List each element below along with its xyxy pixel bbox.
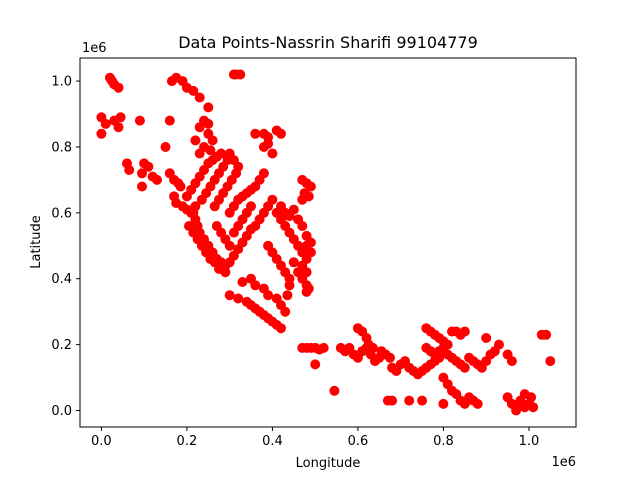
data-point bbox=[209, 201, 220, 212]
data-point bbox=[96, 128, 107, 139]
data-point bbox=[190, 135, 201, 146]
y-tick-label: 1.0 bbox=[51, 75, 72, 90]
data-point bbox=[481, 333, 492, 343]
data-point bbox=[258, 142, 269, 152]
x-tick-label: 0.8 bbox=[433, 434, 454, 449]
data-point bbox=[258, 168, 269, 179]
data-point bbox=[224, 240, 235, 251]
y-axis-offset-label: 1e6 bbox=[82, 41, 107, 56]
data-point bbox=[506, 356, 517, 367]
x-axis-offset-label: 1e6 bbox=[551, 455, 576, 470]
data-point bbox=[160, 142, 171, 152]
plot-area: 0.0 0.2 0.4 0.6 0.8 1.0 0.0 0.2 0.4 0.6 0.8 1.0 bbox=[51, 57, 577, 449]
data-point bbox=[115, 112, 126, 123]
data-point bbox=[124, 165, 135, 175]
data-point bbox=[459, 326, 470, 337]
data-point bbox=[207, 135, 218, 146]
data-point bbox=[303, 283, 314, 294]
data-point bbox=[297, 194, 308, 205]
data-point bbox=[494, 339, 504, 350]
data-point bbox=[233, 293, 244, 304]
data-point bbox=[113, 122, 124, 133]
data-point bbox=[246, 201, 256, 212]
data-point bbox=[528, 402, 539, 413]
data-point bbox=[137, 168, 147, 179]
data-point bbox=[459, 362, 470, 373]
points-layer bbox=[96, 69, 556, 416]
data-point bbox=[263, 290, 274, 301]
x-tick-label: 0.4 bbox=[262, 434, 283, 449]
data-point bbox=[237, 277, 248, 287]
data-point bbox=[250, 280, 261, 291]
data-point bbox=[305, 181, 316, 192]
data-point bbox=[203, 102, 214, 113]
y-tick-label: 0.6 bbox=[51, 206, 72, 221]
chart-title: Data Points-Nassrin Sharifi 99104779 bbox=[178, 33, 478, 52]
data-point bbox=[205, 145, 216, 156]
data-point bbox=[385, 352, 395, 363]
data-point bbox=[194, 92, 205, 103]
data-point bbox=[188, 85, 199, 96]
data-point bbox=[526, 392, 537, 403]
data-point bbox=[216, 148, 227, 159]
y-tick-label: 0.4 bbox=[51, 272, 72, 287]
data-point bbox=[194, 148, 205, 159]
x-tick-label: 1.0 bbox=[519, 434, 540, 449]
x-tick-label: 0.6 bbox=[348, 434, 369, 449]
y-axis-label: Latitude bbox=[29, 215, 44, 269]
y-axis-ticks: 0.0 0.2 0.4 0.6 0.8 1.0 bbox=[51, 75, 80, 419]
data-point bbox=[224, 290, 235, 301]
data-point bbox=[310, 359, 321, 370]
data-point bbox=[284, 273, 295, 284]
data-point bbox=[228, 69, 239, 80]
data-point bbox=[367, 342, 378, 353]
data-point bbox=[438, 398, 449, 409]
data-point bbox=[280, 306, 291, 317]
data-point bbox=[190, 201, 201, 212]
y-tick-label: 0.8 bbox=[51, 140, 72, 155]
data-point bbox=[276, 323, 286, 334]
data-point bbox=[297, 221, 308, 231]
data-point bbox=[472, 398, 483, 409]
y-tick-label: 0.0 bbox=[51, 404, 72, 419]
data-point bbox=[318, 342, 329, 353]
data-point bbox=[152, 174, 162, 185]
data-point bbox=[164, 115, 175, 126]
data-point bbox=[267, 148, 278, 159]
data-point bbox=[417, 395, 428, 406]
data-point bbox=[203, 118, 214, 129]
data-point bbox=[301, 240, 312, 251]
data-point bbox=[511, 405, 522, 416]
data-point bbox=[288, 257, 299, 268]
data-point bbox=[134, 115, 145, 126]
data-point bbox=[250, 128, 261, 139]
x-axis-ticks: 0.0 0.2 0.4 0.6 0.8 1.0 bbox=[91, 427, 539, 449]
data-point bbox=[143, 161, 154, 172]
plot-frame bbox=[79, 57, 577, 428]
y-tick-label: 0.2 bbox=[51, 338, 72, 353]
x-tick-label: 0.0 bbox=[91, 434, 112, 449]
data-point bbox=[175, 181, 186, 192]
data-point bbox=[137, 181, 147, 192]
data-point bbox=[387, 395, 398, 406]
data-point bbox=[519, 402, 530, 413]
data-point bbox=[113, 82, 124, 93]
data-point bbox=[541, 329, 552, 340]
x-axis-label: Longitude bbox=[296, 456, 361, 471]
data-point bbox=[267, 194, 278, 205]
data-point bbox=[545, 356, 556, 367]
data-point bbox=[220, 267, 231, 278]
data-point bbox=[282, 290, 293, 301]
x-tick-label: 0.2 bbox=[177, 434, 198, 449]
data-point bbox=[329, 385, 340, 396]
data-point bbox=[404, 395, 415, 406]
data-point bbox=[276, 128, 286, 139]
data-point bbox=[288, 204, 299, 215]
data-point bbox=[100, 118, 111, 129]
